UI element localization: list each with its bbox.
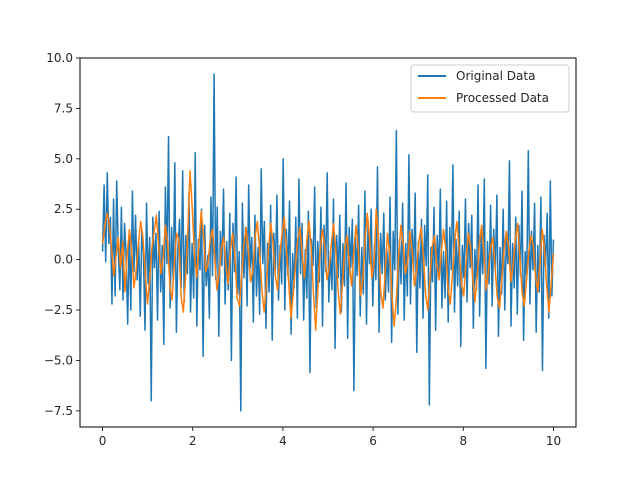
legend: Original Data Processed Data (410, 64, 570, 113)
legend-label-processed-data: Processed Data (456, 91, 549, 105)
y-tick-label: −2.5 (44, 303, 73, 317)
y-tick-label: −7.5 (44, 404, 73, 418)
x-axis: 0 2 4 6 8 10 (99, 427, 561, 448)
x-tick-label: 8 (459, 434, 467, 448)
y-tick-label: 10.0 (46, 51, 73, 65)
x-tick-label: 4 (279, 434, 287, 448)
legend-label-original-data: Original Data (456, 69, 535, 83)
y-tick-label: 0.0 (54, 253, 73, 267)
series-line-processed-data (101, 170, 555, 331)
x-tick-label: 10 (546, 434, 561, 448)
y-tick-label: 7.5 (54, 101, 73, 115)
x-tick-label: 2 (189, 434, 197, 448)
x-tick-label: 6 (369, 434, 377, 448)
legend-box (410, 64, 570, 113)
series-layer (101, 73, 555, 412)
y-tick-label: 2.5 (54, 202, 73, 216)
y-tick-label: 5.0 (54, 152, 73, 166)
y-tick-label: −5.0 (44, 353, 73, 367)
series-line-original-data (101, 73, 555, 412)
x-tick-label: 0 (99, 434, 107, 448)
y-axis: −7.5 −5.0 −2.5 0.0 2.5 5.0 7.5 10.0 (44, 51, 80, 418)
plot-frame (79, 57, 577, 428)
